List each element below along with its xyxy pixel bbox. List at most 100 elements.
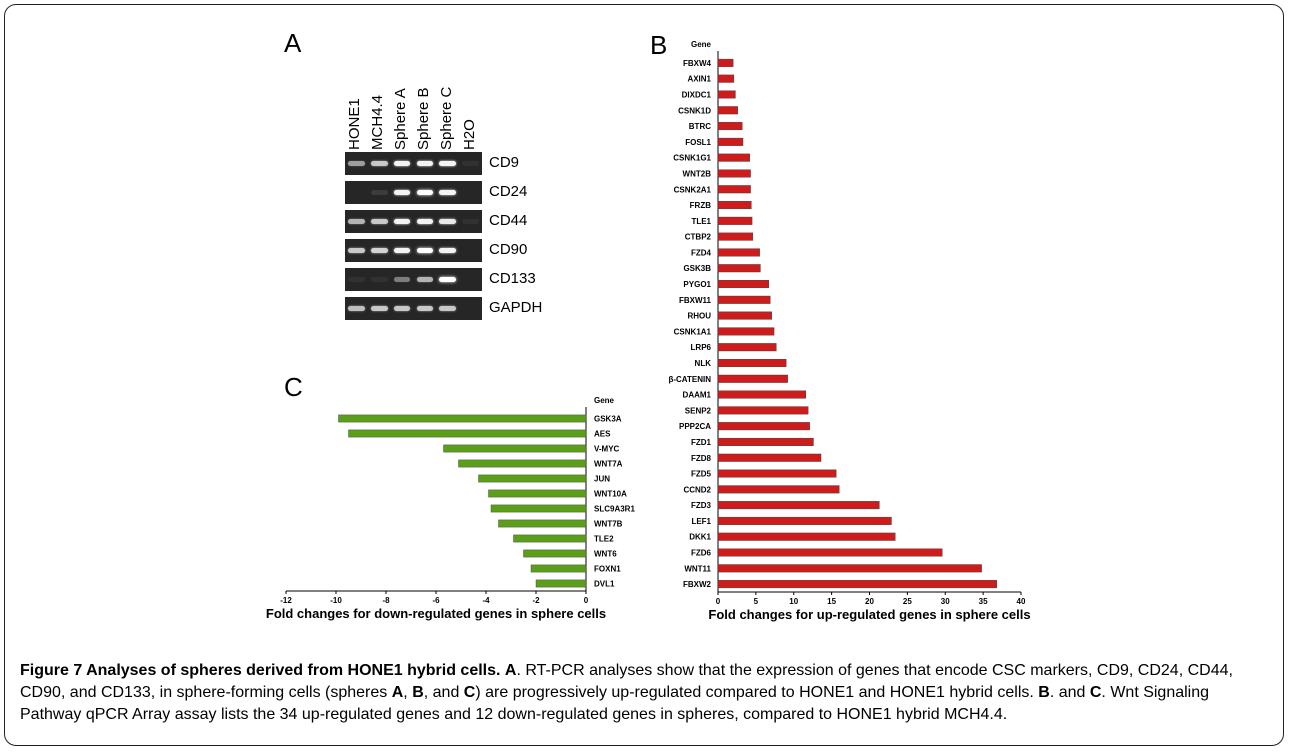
chart-bar <box>717 327 775 336</box>
gel-band <box>393 277 411 282</box>
gel-marker-label: GAPDH <box>489 299 543 316</box>
chart-bar <box>348 429 587 438</box>
chart-tick-label: 35 <box>979 597 988 606</box>
chart-bar <box>717 216 753 225</box>
chart-category-label: CTBP2 <box>685 233 712 242</box>
caption-a-letter: A <box>504 662 517 679</box>
gel-row: CD44 <box>345 210 527 233</box>
caption-b-sep: . and <box>1049 684 1090 701</box>
chart-bar <box>717 343 777 352</box>
chart-bar <box>513 534 587 543</box>
gel-marker-label: CD44 <box>489 212 528 229</box>
chart-tick-label: -10 <box>330 596 342 605</box>
chart-tick-label: -4 <box>482 596 490 605</box>
chart-category-label: FOSL1 <box>685 138 711 147</box>
gel-band <box>370 248 388 253</box>
chart-bar <box>717 295 771 304</box>
chart-category-label: CSNK2A1 <box>674 185 712 194</box>
chart-category-label: FZD3 <box>691 501 712 510</box>
chart-category-label: LEF1 <box>691 517 711 526</box>
chart-category-label: FRZB <box>690 201 712 210</box>
gel-marker-label: CD24 <box>489 183 528 200</box>
chart-category-label: FZD4 <box>691 248 712 257</box>
chart-category-label: FZD5 <box>691 470 712 479</box>
chart-gene-header: Gene <box>594 396 615 405</box>
chart-category-label: DAAM1 <box>683 391 712 400</box>
gel-band <box>393 306 411 311</box>
chart-bar <box>717 232 754 241</box>
chart-bar <box>530 564 587 573</box>
chart-category-label: TLE2 <box>594 535 614 544</box>
chart-bar <box>717 74 735 83</box>
gel-band <box>393 190 411 195</box>
gel-band <box>370 190 388 195</box>
gel-band <box>416 277 434 282</box>
chart-category-label: FBXW4 <box>683 59 712 68</box>
chart-category-label: SENP2 <box>685 406 712 415</box>
gel-band <box>462 219 479 224</box>
chart-category-label: β-CATENIN <box>668 375 711 384</box>
chart-bar <box>443 444 587 453</box>
gel-band <box>370 161 388 166</box>
gel-marker-label: CD133 <box>489 270 536 287</box>
chart-tick-label: -12 <box>280 596 292 605</box>
gel-band <box>416 219 434 224</box>
chart-tick-label: 40 <box>1017 597 1026 606</box>
chart-bar <box>717 264 761 273</box>
chart-category-label: GSK3B <box>683 264 711 273</box>
gel-band <box>393 248 411 253</box>
chart-bar <box>717 516 892 525</box>
gel-band <box>439 306 457 311</box>
gel-marker-label: CD9 <box>489 154 520 171</box>
chart-bar <box>490 504 587 513</box>
chart-bar <box>338 414 587 423</box>
gel-row: CD90 <box>345 239 527 262</box>
chart-category-label: FZD1 <box>691 438 712 447</box>
panel-a-letter: A <box>284 28 302 58</box>
chart-category-label: WNT10A <box>594 490 627 499</box>
gel-band <box>370 277 388 282</box>
panel-b-letter: B <box>650 30 668 60</box>
chart-bar <box>717 437 814 446</box>
gel-row: CD9 <box>345 152 519 175</box>
chart-category-label: FBXW11 <box>679 296 712 305</box>
gel-row: CD24 <box>345 181 527 204</box>
chart-bar <box>717 358 787 367</box>
gel-band <box>348 248 365 253</box>
caption-sep-2: , and <box>423 684 464 701</box>
chart-bar <box>478 474 587 483</box>
gel-row: GAPDH <box>345 297 542 320</box>
chart-bar <box>717 201 752 210</box>
chart-tick-label: 5 <box>754 597 759 606</box>
chart-category-label: FZD6 <box>691 549 712 558</box>
caption-title: Figure 7 Analyses of spheres derived fro… <box>20 662 501 679</box>
chart-category-label: LRP6 <box>691 343 712 352</box>
chart-bar <box>717 169 751 178</box>
gel-marker-label: CD90 <box>489 241 528 258</box>
chart-category-label: WNT7A <box>594 460 623 469</box>
chart-bar <box>498 519 587 528</box>
chart-category-label: SLC9A3R1 <box>594 505 635 514</box>
chart-bar <box>717 106 738 115</box>
chart-category-label: CSNK1G1 <box>673 154 711 163</box>
chart-category-label: AES <box>594 430 611 439</box>
chart-bar <box>717 580 997 589</box>
chart-tick-label: -6 <box>432 596 440 605</box>
chart-tick-label: -8 <box>382 596 390 605</box>
gel-band <box>393 219 411 224</box>
gel-band <box>348 219 365 224</box>
chart-bar <box>717 564 982 573</box>
rt-pcr-gel: CD9 CD24 CD44 CD90 CD133 GAPDH <box>345 152 542 326</box>
caption-sphere-a: A <box>391 684 404 701</box>
chart-category-label: GSK3A <box>594 415 622 424</box>
chart-category-label: FOXN1 <box>594 565 621 574</box>
chart-bar <box>717 469 837 478</box>
chart-category-label: PYGO1 <box>683 280 711 289</box>
chart-category-label: BTRC <box>689 122 711 131</box>
gel-row: CD133 <box>345 268 536 291</box>
chart-bar <box>717 122 743 131</box>
gel-band <box>462 161 479 166</box>
caption-a-text: . RT-PCR analyses show that the expressi… <box>20 662 1233 701</box>
gel-band <box>416 161 434 166</box>
